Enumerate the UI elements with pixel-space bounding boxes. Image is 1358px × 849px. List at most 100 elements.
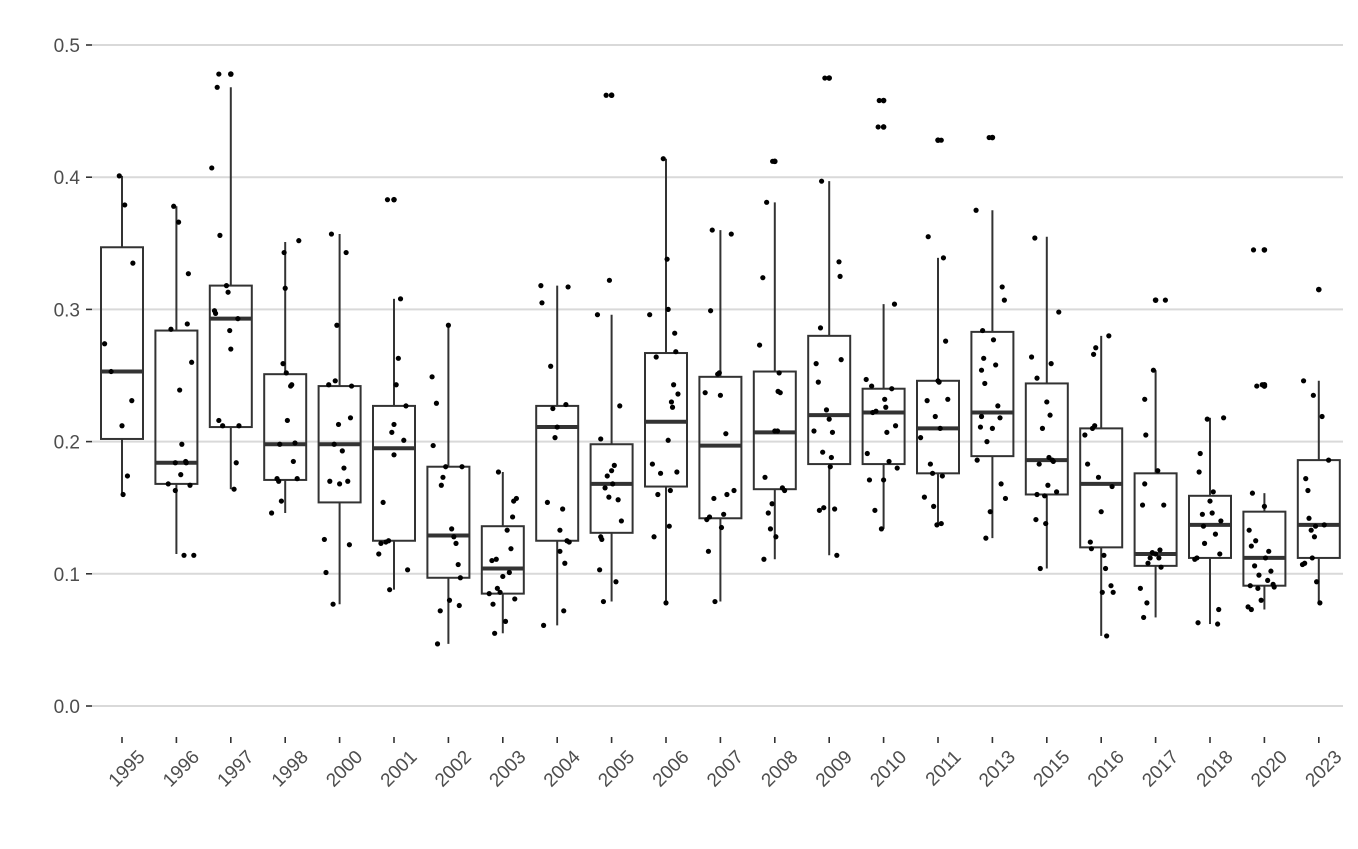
box-iqr xyxy=(807,334,852,466)
data-point xyxy=(446,597,453,603)
data-point xyxy=(1139,502,1146,508)
data-point xyxy=(217,232,223,238)
data-point xyxy=(600,598,607,605)
data-point xyxy=(769,501,775,507)
data-point xyxy=(863,376,869,383)
data-point xyxy=(1194,555,1200,561)
data-point xyxy=(1082,432,1088,438)
data-point xyxy=(171,203,177,209)
boxes xyxy=(100,71,1341,644)
data-point xyxy=(668,399,675,405)
data-point xyxy=(892,423,899,429)
data-point xyxy=(490,601,496,607)
data-point xyxy=(508,546,514,552)
data-point xyxy=(929,470,936,476)
box-iqr xyxy=(1133,472,1178,567)
outlier-point xyxy=(608,92,615,99)
data-point xyxy=(493,556,499,562)
data-point xyxy=(1248,543,1254,549)
x-tick-label: 2010 xyxy=(866,747,911,792)
box-2008 xyxy=(752,158,797,560)
data-point xyxy=(172,487,178,494)
data-point xyxy=(288,383,294,389)
data-point xyxy=(492,630,498,636)
data-point xyxy=(821,505,827,511)
data-point xyxy=(883,404,889,410)
data-point xyxy=(494,585,500,591)
data-point xyxy=(1157,547,1163,553)
x-tick-label: 2003 xyxy=(486,747,531,792)
data-point xyxy=(1037,565,1043,572)
data-point xyxy=(1210,489,1216,495)
data-point xyxy=(391,421,397,428)
data-point xyxy=(1218,518,1224,524)
gridlines xyxy=(92,44,1343,707)
data-point xyxy=(1048,361,1054,367)
data-point xyxy=(296,238,302,244)
data-point xyxy=(397,296,404,302)
data-point xyxy=(980,327,986,334)
data-point xyxy=(233,460,239,466)
outlier-point xyxy=(880,124,887,130)
data-point xyxy=(606,494,612,500)
data-point xyxy=(978,413,985,420)
data-point xyxy=(236,423,242,429)
outlier-point xyxy=(826,75,832,81)
data-point xyxy=(327,478,333,484)
data-point xyxy=(943,338,949,344)
data-point xyxy=(281,249,287,256)
data-point xyxy=(873,408,879,414)
box-2002 xyxy=(426,325,471,644)
box-2011 xyxy=(916,137,960,525)
data-point xyxy=(277,441,283,447)
data-point xyxy=(175,219,182,225)
data-point xyxy=(724,491,730,498)
data-point xyxy=(604,473,610,479)
data-point xyxy=(168,326,174,332)
data-point xyxy=(1256,572,1262,578)
data-point xyxy=(1201,540,1208,546)
data-point xyxy=(891,301,898,307)
data-point xyxy=(1195,620,1201,626)
data-point xyxy=(184,321,190,327)
data-point xyxy=(875,124,881,130)
data-point xyxy=(669,404,676,410)
data-point xyxy=(457,575,463,581)
data-point xyxy=(187,482,193,488)
data-point xyxy=(1248,606,1254,613)
data-point xyxy=(1314,579,1320,585)
data-point xyxy=(495,469,502,475)
data-point xyxy=(1249,490,1256,496)
y-tick-label: 0.5 xyxy=(54,36,80,57)
data-point xyxy=(1002,495,1009,502)
data-point xyxy=(1268,568,1274,574)
x-tick-label: 2017 xyxy=(1138,747,1183,792)
data-point xyxy=(756,342,763,348)
data-point xyxy=(974,457,980,463)
data-point xyxy=(878,526,885,532)
data-point xyxy=(986,134,992,141)
data-point xyxy=(557,548,563,554)
data-point xyxy=(1200,523,1207,529)
data-point xyxy=(1034,491,1040,498)
data-point xyxy=(216,417,222,424)
data-point xyxy=(504,527,510,533)
data-point xyxy=(931,503,937,509)
x-tick-label: 2018 xyxy=(1193,747,1238,792)
data-point xyxy=(455,561,461,568)
data-point xyxy=(189,359,195,365)
box-1996 xyxy=(154,206,199,554)
data-point xyxy=(334,322,340,328)
data-point xyxy=(673,349,679,355)
data-point xyxy=(1101,552,1107,558)
data-point xyxy=(566,539,572,545)
data-point xyxy=(882,396,888,402)
y-axis: 0.0 0.1 0.2 0.3 0.4 0.5 xyxy=(54,36,92,718)
x-axis: 1995 1996 1997 1998 2000 2001 2002 2003 2004 2005… xyxy=(105,737,1346,792)
data-point xyxy=(826,416,832,422)
data-point xyxy=(1250,247,1257,253)
data-point xyxy=(225,289,231,295)
data-point xyxy=(647,312,653,318)
data-point xyxy=(866,477,873,483)
data-point xyxy=(603,92,609,98)
